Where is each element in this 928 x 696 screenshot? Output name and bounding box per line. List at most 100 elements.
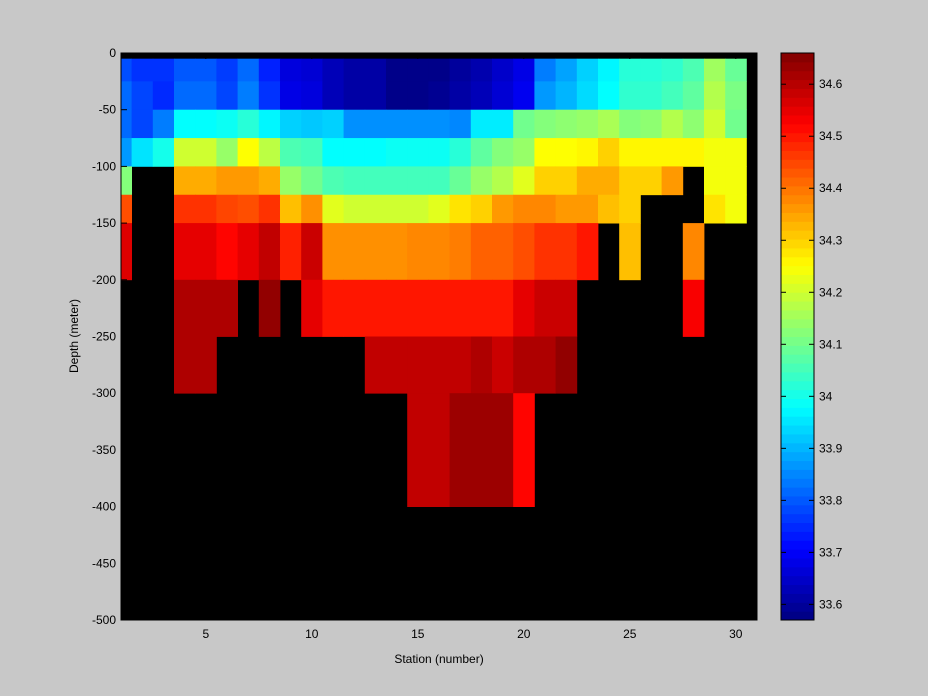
- heatmap-cell: [280, 58, 302, 82]
- heatmap-cell: [576, 138, 599, 167]
- colorbar-segment: [781, 318, 814, 329]
- y-tick-label: -400: [92, 500, 116, 514]
- heatmap-cell: [258, 58, 281, 82]
- heatmap-cell: [682, 81, 705, 111]
- heatmap-cell: [513, 393, 535, 507]
- colorbar-segment: [781, 212, 814, 222]
- heatmap-cell: [598, 138, 620, 167]
- colorbar-segment: [781, 575, 814, 586]
- colorbar-tick-label: 33.6: [819, 597, 843, 611]
- heatmap-cell: [386, 223, 408, 281]
- colorbar-segment: [781, 336, 814, 346]
- heatmap-cell: [258, 138, 281, 167]
- heatmap-cell: [492, 109, 514, 139]
- heatmap-cell: [661, 109, 684, 139]
- heatmap-cell: [428, 138, 450, 167]
- colorbar-segment: [781, 247, 814, 258]
- heatmap-cell: [492, 58, 514, 82]
- colorbar-segment: [781, 53, 814, 63]
- heatmap-cell: [492, 138, 514, 167]
- heatmap-cell: [174, 109, 196, 139]
- heatmap-cell: [131, 81, 154, 111]
- heatmap-cell: [534, 194, 556, 224]
- heatmap-cell: [258, 109, 281, 139]
- heatmap-cell: [470, 336, 493, 394]
- heatmap-cell: [301, 81, 323, 111]
- heatmap-cell: [280, 166, 302, 196]
- colorbar-segment: [781, 416, 814, 426]
- heatmap-cell: [258, 194, 281, 224]
- colorbar-segment: [781, 522, 814, 532]
- colorbar-segment: [781, 274, 814, 284]
- heatmap-cell: [428, 194, 450, 224]
- heatmap-cell: [428, 81, 450, 111]
- heatmap-cell: [174, 138, 196, 167]
- heatmap-cell: [534, 138, 556, 167]
- heatmap-cell: [449, 166, 472, 196]
- y-tick-label: -100: [92, 159, 116, 173]
- heatmap-cell: [174, 81, 196, 111]
- colorbar-segment: [781, 185, 814, 196]
- colorbar-segment: [781, 283, 814, 293]
- heatmap-cell: [386, 81, 408, 111]
- colorbar-segment: [781, 141, 814, 151]
- heatmap-cell: [301, 166, 323, 196]
- heatmap-cell: [640, 166, 662, 196]
- heatmap-cell: [492, 166, 514, 196]
- colorbar-segment: [781, 88, 814, 98]
- heatmap-cell: [428, 58, 450, 82]
- colorbar-segment: [781, 132, 814, 143]
- colorbar-segment: [781, 593, 814, 603]
- heatmap-cell: [534, 58, 556, 82]
- heatmap-cell: [237, 81, 260, 111]
- heatmap-cell: [555, 194, 578, 224]
- heatmap-cell: [216, 194, 238, 224]
- heatmap-cell: [682, 58, 705, 82]
- heatmap-cell: [280, 81, 302, 111]
- heatmap-cell: [661, 166, 684, 196]
- x-tick-label: 20: [517, 627, 531, 641]
- heatmap-cell: [449, 336, 472, 394]
- heatmap-cell: [534, 81, 556, 111]
- heatmap-cell: [121, 109, 132, 139]
- heatmap-cell: [407, 138, 429, 167]
- heatmap-cell: [534, 109, 556, 139]
- heatmap-cell: [725, 166, 747, 196]
- heatmap-cell: [470, 393, 493, 507]
- colorbar-tick-label: 34.3: [819, 233, 843, 247]
- heatmap-cell: [640, 138, 662, 167]
- colorbar-segment: [781, 150, 814, 160]
- heatmap-cell: [407, 393, 429, 507]
- heatmap-cell: [682, 109, 705, 139]
- heatmap-cell: [661, 138, 684, 167]
- colorbar-tick-label: 34.2: [819, 285, 843, 299]
- heatmap-cell: [195, 194, 217, 224]
- colorbar-segment: [781, 265, 814, 275]
- colorbar-segment: [781, 79, 814, 89]
- heatmap-cell: [470, 194, 493, 224]
- heatmap-cell: [258, 279, 281, 337]
- heatmap-cell: [195, 279, 217, 337]
- heatmap-cell: [470, 81, 493, 111]
- heatmap-cell: [619, 223, 641, 281]
- colorbar-segment: [781, 221, 814, 231]
- heatmap-cell: [152, 81, 175, 111]
- y-tick-label: -300: [92, 386, 116, 400]
- heatmap-cell: [364, 194, 387, 224]
- heatmap-cell: [174, 194, 196, 224]
- heatmap-cell: [121, 166, 132, 196]
- heatmap-cell: [364, 109, 387, 139]
- heatmap-cell: [131, 58, 154, 82]
- heatmap-cell: [725, 109, 747, 139]
- heatmap-cell: [301, 138, 323, 167]
- heatmap-cell: [640, 109, 662, 139]
- heatmap-cell: [364, 336, 387, 394]
- x-tick-label: 15: [411, 627, 425, 641]
- heatmap-cell: [725, 194, 747, 224]
- heatmap-cell: [640, 81, 662, 111]
- heatmap-cell: [428, 223, 450, 281]
- heatmap-cell: [513, 109, 535, 139]
- colorbar-segment: [781, 584, 814, 594]
- heatmap-cell: [195, 81, 217, 111]
- heatmap-cell: [513, 336, 535, 394]
